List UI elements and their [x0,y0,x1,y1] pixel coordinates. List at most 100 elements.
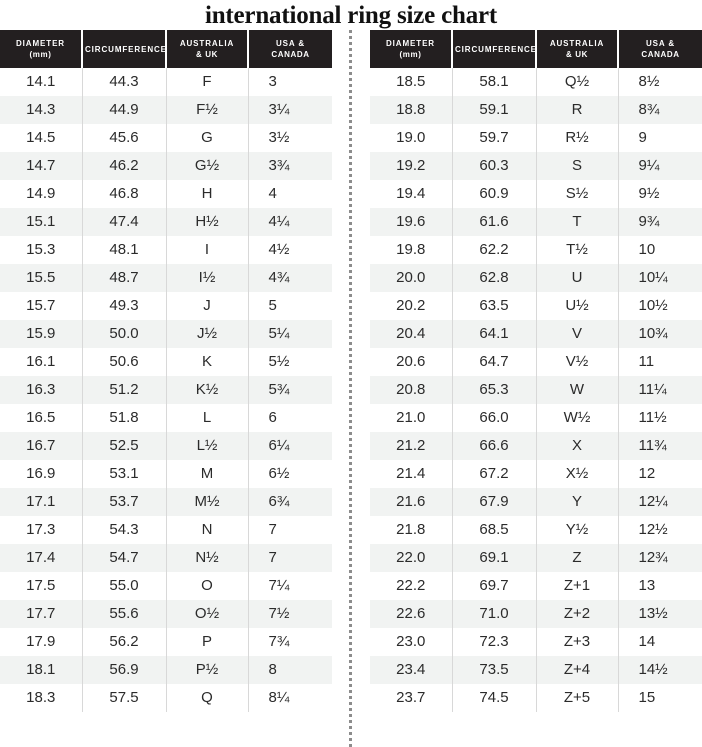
cell-circumference: 56.9 [82,656,167,684]
table-row: 22.6 71.0 Z+2 13½ [370,600,702,628]
table-row: 18.1 56.9 P½ 8 [0,656,332,684]
cell-circumference: 73.5 [452,656,537,684]
cell-diameter: 14.3 [0,96,83,124]
cell-usa-canada: 8¼ [248,684,332,712]
cell-usa-canada: 7 [248,516,332,544]
cell-australia-uk: Z+5 [536,684,619,712]
table-row: 19.0 59.7 R½ 9 [370,124,702,152]
cell-circumference: 66.6 [452,432,537,460]
cell-usa-canada: 10¾ [618,320,702,348]
cell-australia-uk: F [166,68,249,96]
cell-circumference: 62.2 [452,236,537,264]
cell-australia-uk: Z+2 [536,600,619,628]
ring-size-table-left: DIAMETER (mm) CIRCUMFERENCE AUSTRALIA & … [0,30,332,712]
column-header-circumference-label: CIRCUMFERENCE [455,44,537,54]
cell-diameter: 18.3 [0,684,83,712]
column-header-canada-label: CANADA [271,50,310,59]
table-row: 17.1 53.7 M½ 6¾ [0,488,332,516]
cell-diameter: 14.7 [0,152,83,180]
column-header-usa-canada: USA & CANADA [248,30,332,68]
cell-usa-canada: 5¼ [248,320,332,348]
cell-circumference: 71.0 [452,600,537,628]
cell-diameter: 20.8 [370,376,453,404]
cell-usa-canada: 5¾ [248,376,332,404]
cell-diameter: 16.5 [0,404,83,432]
cell-circumference: 62.8 [452,264,537,292]
page-title: international ring size chart [204,2,498,29]
table-row: 14.9 46.8 H 4 [0,180,332,208]
column-header-australia-label: AUSTRALIA [179,39,235,48]
cell-australia-uk: I½ [166,264,249,292]
cell-usa-canada: 3¼ [248,96,332,124]
cell-circumference: 67.9 [452,488,537,516]
cell-usa-canada: 13 [618,572,702,600]
table-row: 16.9 53.1 M 6½ [0,460,332,488]
cell-australia-uk: J½ [166,320,249,348]
table-row: 22.2 69.7 Z+1 13 [370,572,702,600]
cell-australia-uk: W½ [536,404,619,432]
table-row: 20.8 65.3 W 11¼ [370,376,702,404]
cell-circumference: 52.5 [82,432,167,460]
cell-australia-uk: K [166,348,249,376]
cell-australia-uk: Z+1 [536,572,619,600]
cell-circumference: 55.0 [82,572,167,600]
cell-diameter: 16.7 [0,432,83,460]
cell-circumference: 56.2 [82,628,167,656]
table-row: 21.2 66.6 X 11¾ [370,432,702,460]
cell-diameter: 23.0 [370,628,453,656]
cell-diameter: 21.2 [370,432,453,460]
cell-australia-uk: M½ [166,488,249,516]
cell-circumference: 64.1 [452,320,537,348]
cell-usa-canada: 3 [248,68,332,96]
cell-usa-canada: 7¼ [248,572,332,600]
column-header-uk-label: & UK [196,50,218,59]
column-header-usa-label: USA & [645,39,676,48]
cell-circumference: 45.6 [82,124,167,152]
table-row: 19.2 60.3 S 9¼ [370,152,702,180]
cell-diameter: 17.7 [0,600,83,628]
cell-circumference: 68.5 [452,516,537,544]
column-header-usa-label: USA & [275,39,306,48]
cell-circumference: 67.2 [452,460,537,488]
column-header-canada-label: CANADA [641,50,680,59]
cell-diameter: 18.5 [370,68,453,96]
table-row: 23.4 73.5 Z+4 14½ [370,656,702,684]
cell-usa-canada: 12½ [618,516,702,544]
cell-usa-canada: 6¼ [248,432,332,460]
table-row: 23.7 74.5 Z+5 15 [370,684,702,712]
cell-usa-canada: 11½ [618,404,702,432]
cell-circumference: 55.6 [82,600,167,628]
column-header-diameter-label: DIAMETER [16,39,65,48]
table-row: 15.3 48.1 I 4½ [0,236,332,264]
cell-australia-uk: U [536,264,619,292]
column-header-diameter: DIAMETER (mm) [0,30,83,68]
cell-circumference: 58.1 [452,68,537,96]
right-table-container: DIAMETER (mm) CIRCUMFERENCE AUSTRALIA & … [370,30,702,712]
cell-australia-uk: W [536,376,619,404]
vertical-dotted-divider [349,30,352,747]
cell-usa-canada: 9¼ [618,152,702,180]
cell-usa-canada: 6 [248,404,332,432]
cell-circumference: 65.3 [452,376,537,404]
cell-usa-canada: 9¾ [618,208,702,236]
cell-australia-uk: O½ [166,600,249,628]
cell-circumference: 60.9 [452,180,537,208]
cell-australia-uk: V½ [536,348,619,376]
cell-australia-uk: T½ [536,236,619,264]
cell-usa-canada: 14 [618,628,702,656]
cell-diameter: 16.3 [0,376,83,404]
cell-usa-canada: 10½ [618,292,702,320]
cell-usa-canada: 9 [618,124,702,152]
cell-diameter: 16.9 [0,460,83,488]
cell-usa-canada: 6½ [248,460,332,488]
cell-circumference: 64.7 [452,348,537,376]
cell-diameter: 20.4 [370,320,453,348]
cell-circumference: 44.3 [82,68,167,96]
cell-australia-uk: S½ [536,180,619,208]
table-row: 17.9 56.2 P 7¾ [0,628,332,656]
cell-australia-uk: N [166,516,249,544]
cell-usa-canada: 10 [618,236,702,264]
table-body-left: 14.1 44.3 F 3 14.3 44.9 F½ 3¼ 14.5 45.6 G 3½ 14.7 46.… [0,68,332,712]
cell-usa-canada: 8¾ [618,96,702,124]
cell-australia-uk: V [536,320,619,348]
